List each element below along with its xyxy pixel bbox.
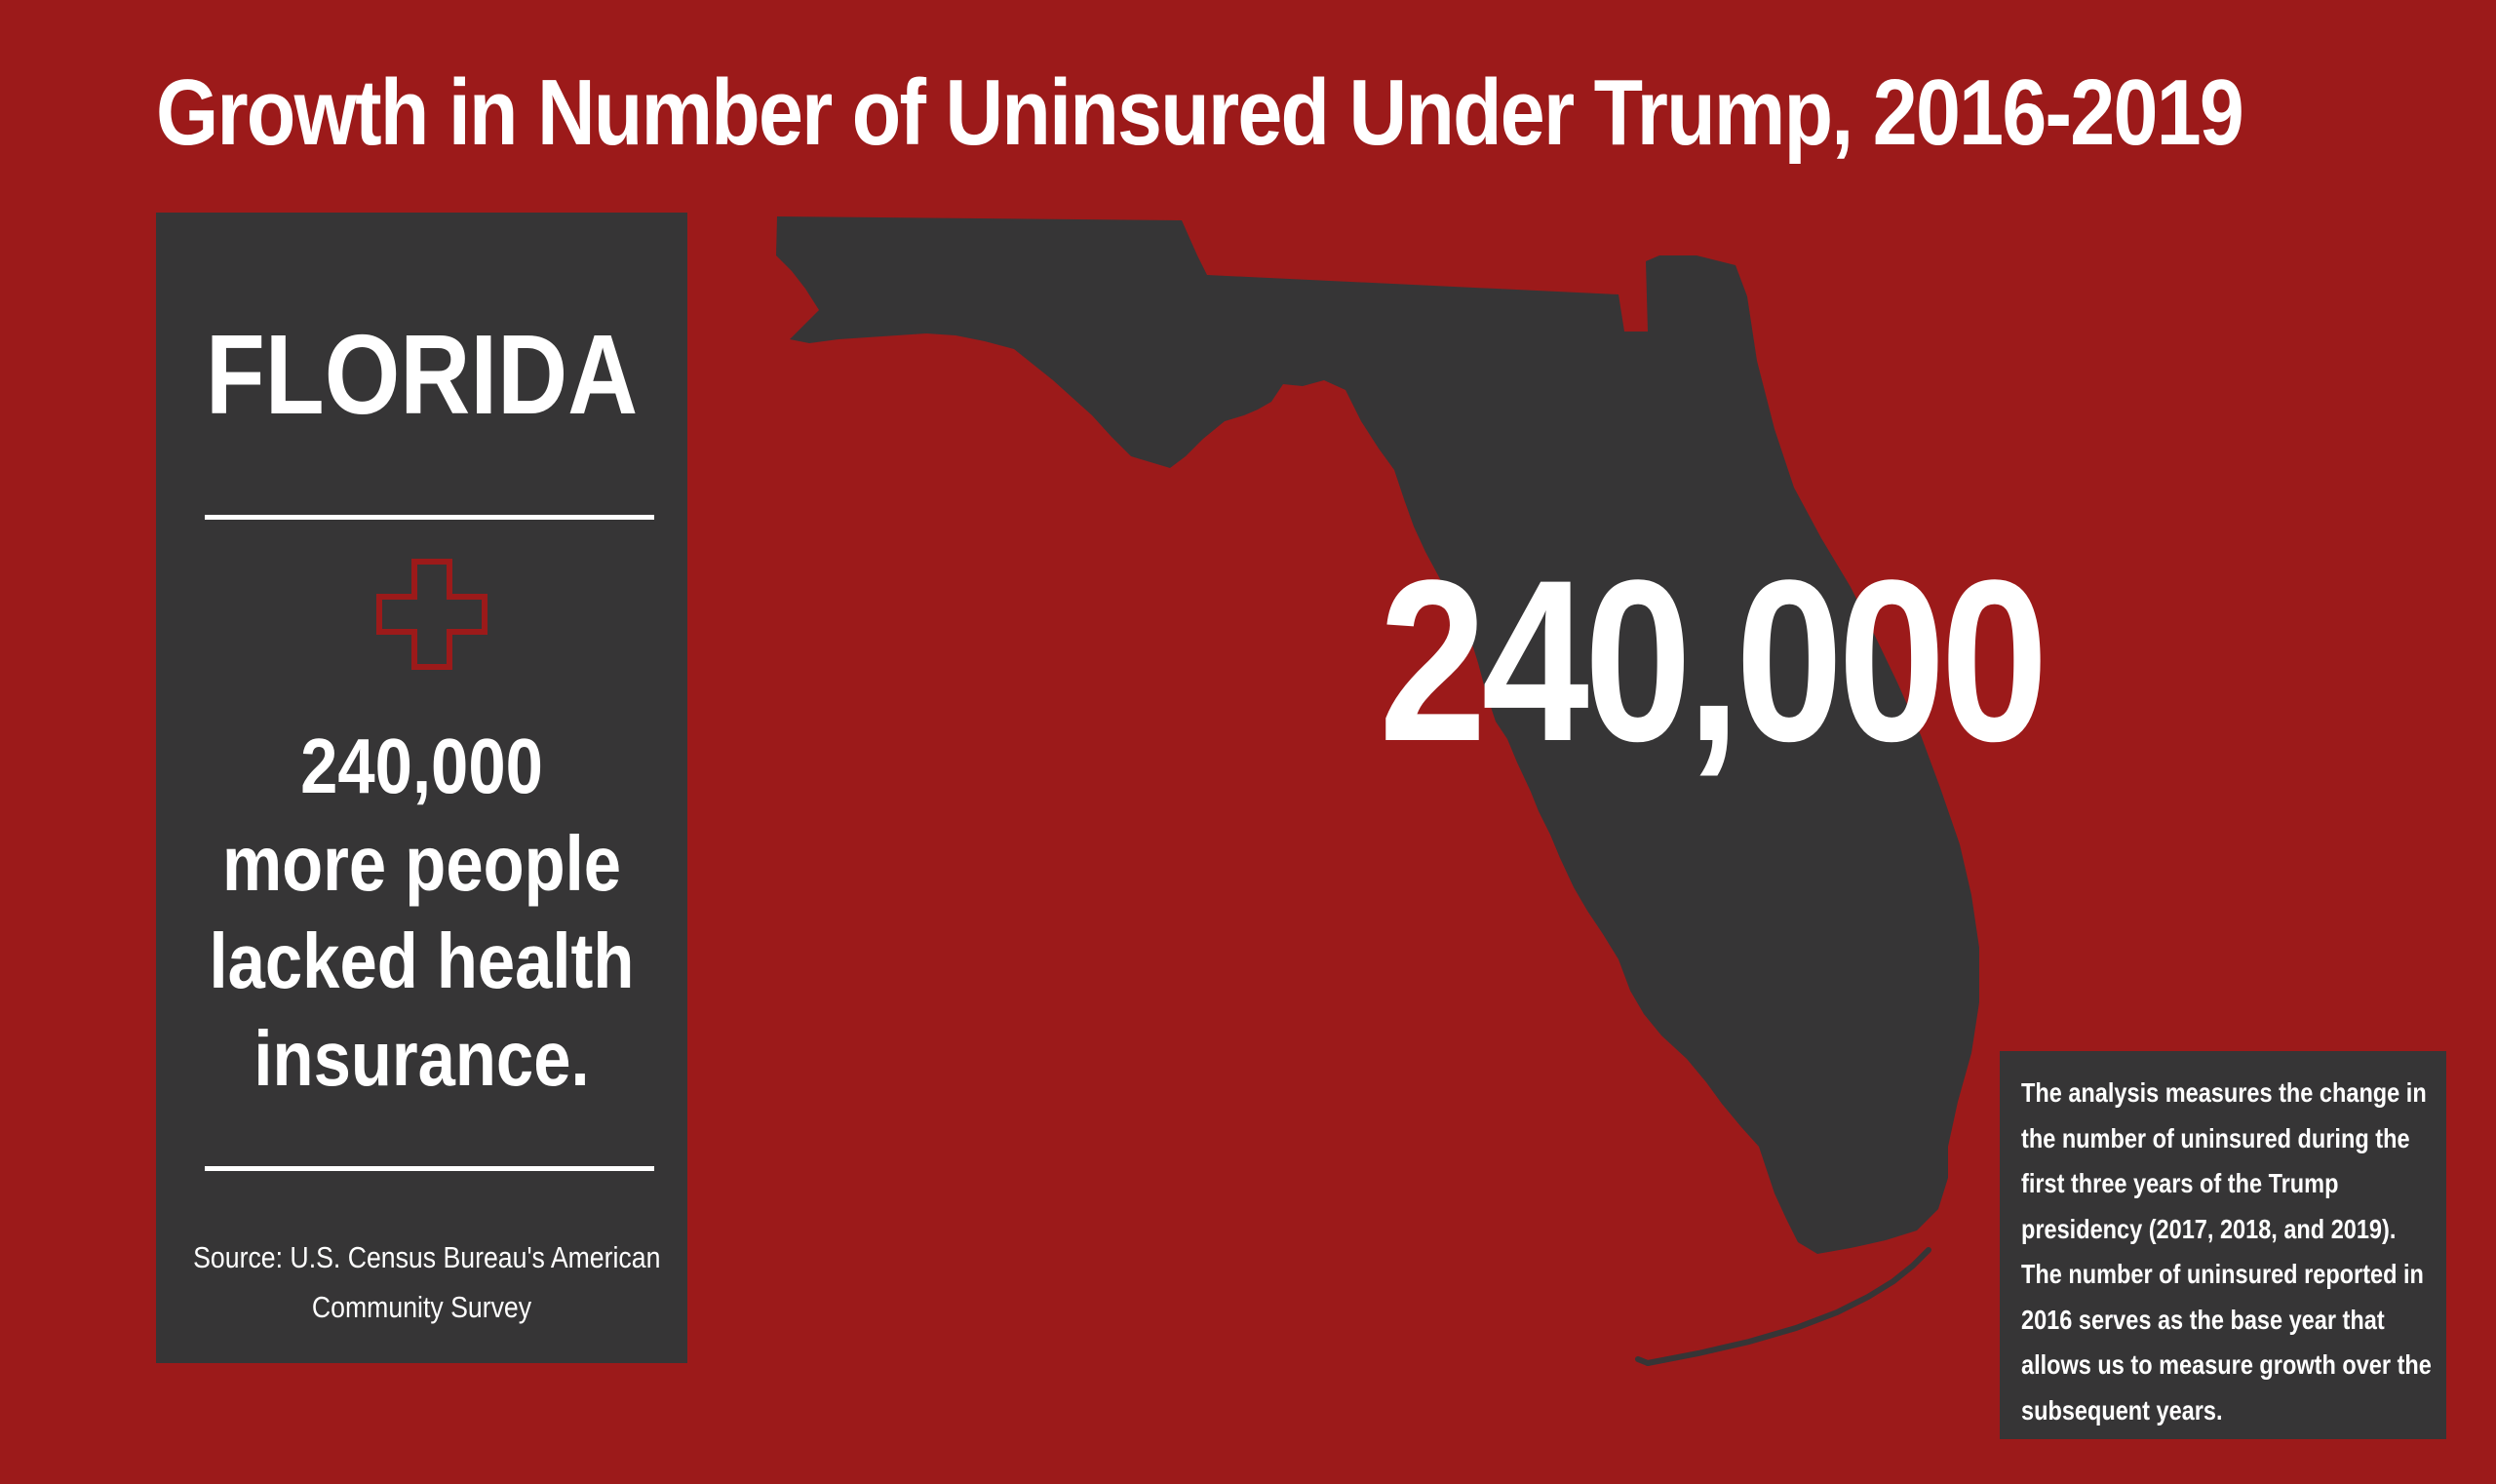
- note-line: subsequent years.: [2021, 1394, 2223, 1425]
- methodology-note: The analysis measures the change in the …: [2000, 1051, 2446, 1439]
- sidebar-panel: FLORIDA 240,000 more people lacked healt…: [156, 213, 687, 1363]
- florida-keys-west: [1635, 1356, 1651, 1366]
- divider-top: [205, 515, 654, 520]
- note-line: The number of uninsured reported in: [2021, 1259, 2424, 1289]
- source-line: Community Survey: [311, 1290, 532, 1324]
- medical-cross-icon: [376, 559, 488, 670]
- note-line: the number of uninsured during the: [2021, 1122, 2410, 1153]
- stat-line: insurance.: [254, 1015, 590, 1102]
- source-text: Source: U.S. Census Bureau's American Co…: [156, 1232, 687, 1332]
- stat-line: lacked health: [209, 918, 635, 1004]
- note-text: The analysis measures the change in the …: [2021, 1071, 2496, 1433]
- florida-keys: [1645, 1247, 1931, 1366]
- note-line: first three years of the Trump: [2021, 1168, 2339, 1198]
- headline-value: 240,000: [1379, 532, 2048, 790]
- note-line: presidency (2017, 2018, and 2019).: [2021, 1213, 2397, 1244]
- note-line: The analysis measures the change in: [2021, 1077, 2427, 1108]
- source-line: Source: U.S. Census Bureau's American: [193, 1240, 661, 1274]
- stat-line: 240,000: [300, 722, 543, 809]
- stat-line: more people: [221, 820, 622, 907]
- state-name: FLORIDA: [205, 311, 639, 438]
- stat-text: 240,000 more people lacked health insura…: [156, 718, 687, 1108]
- divider-bottom: [205, 1166, 654, 1171]
- florida-shape: [776, 216, 1979, 1254]
- note-line: 2016 serves as the base year that: [2021, 1304, 2385, 1335]
- page-title: Growth in Number of Uninsured Under Trum…: [156, 60, 2244, 165]
- note-line: allows us to measure growth over the: [2021, 1349, 2432, 1380]
